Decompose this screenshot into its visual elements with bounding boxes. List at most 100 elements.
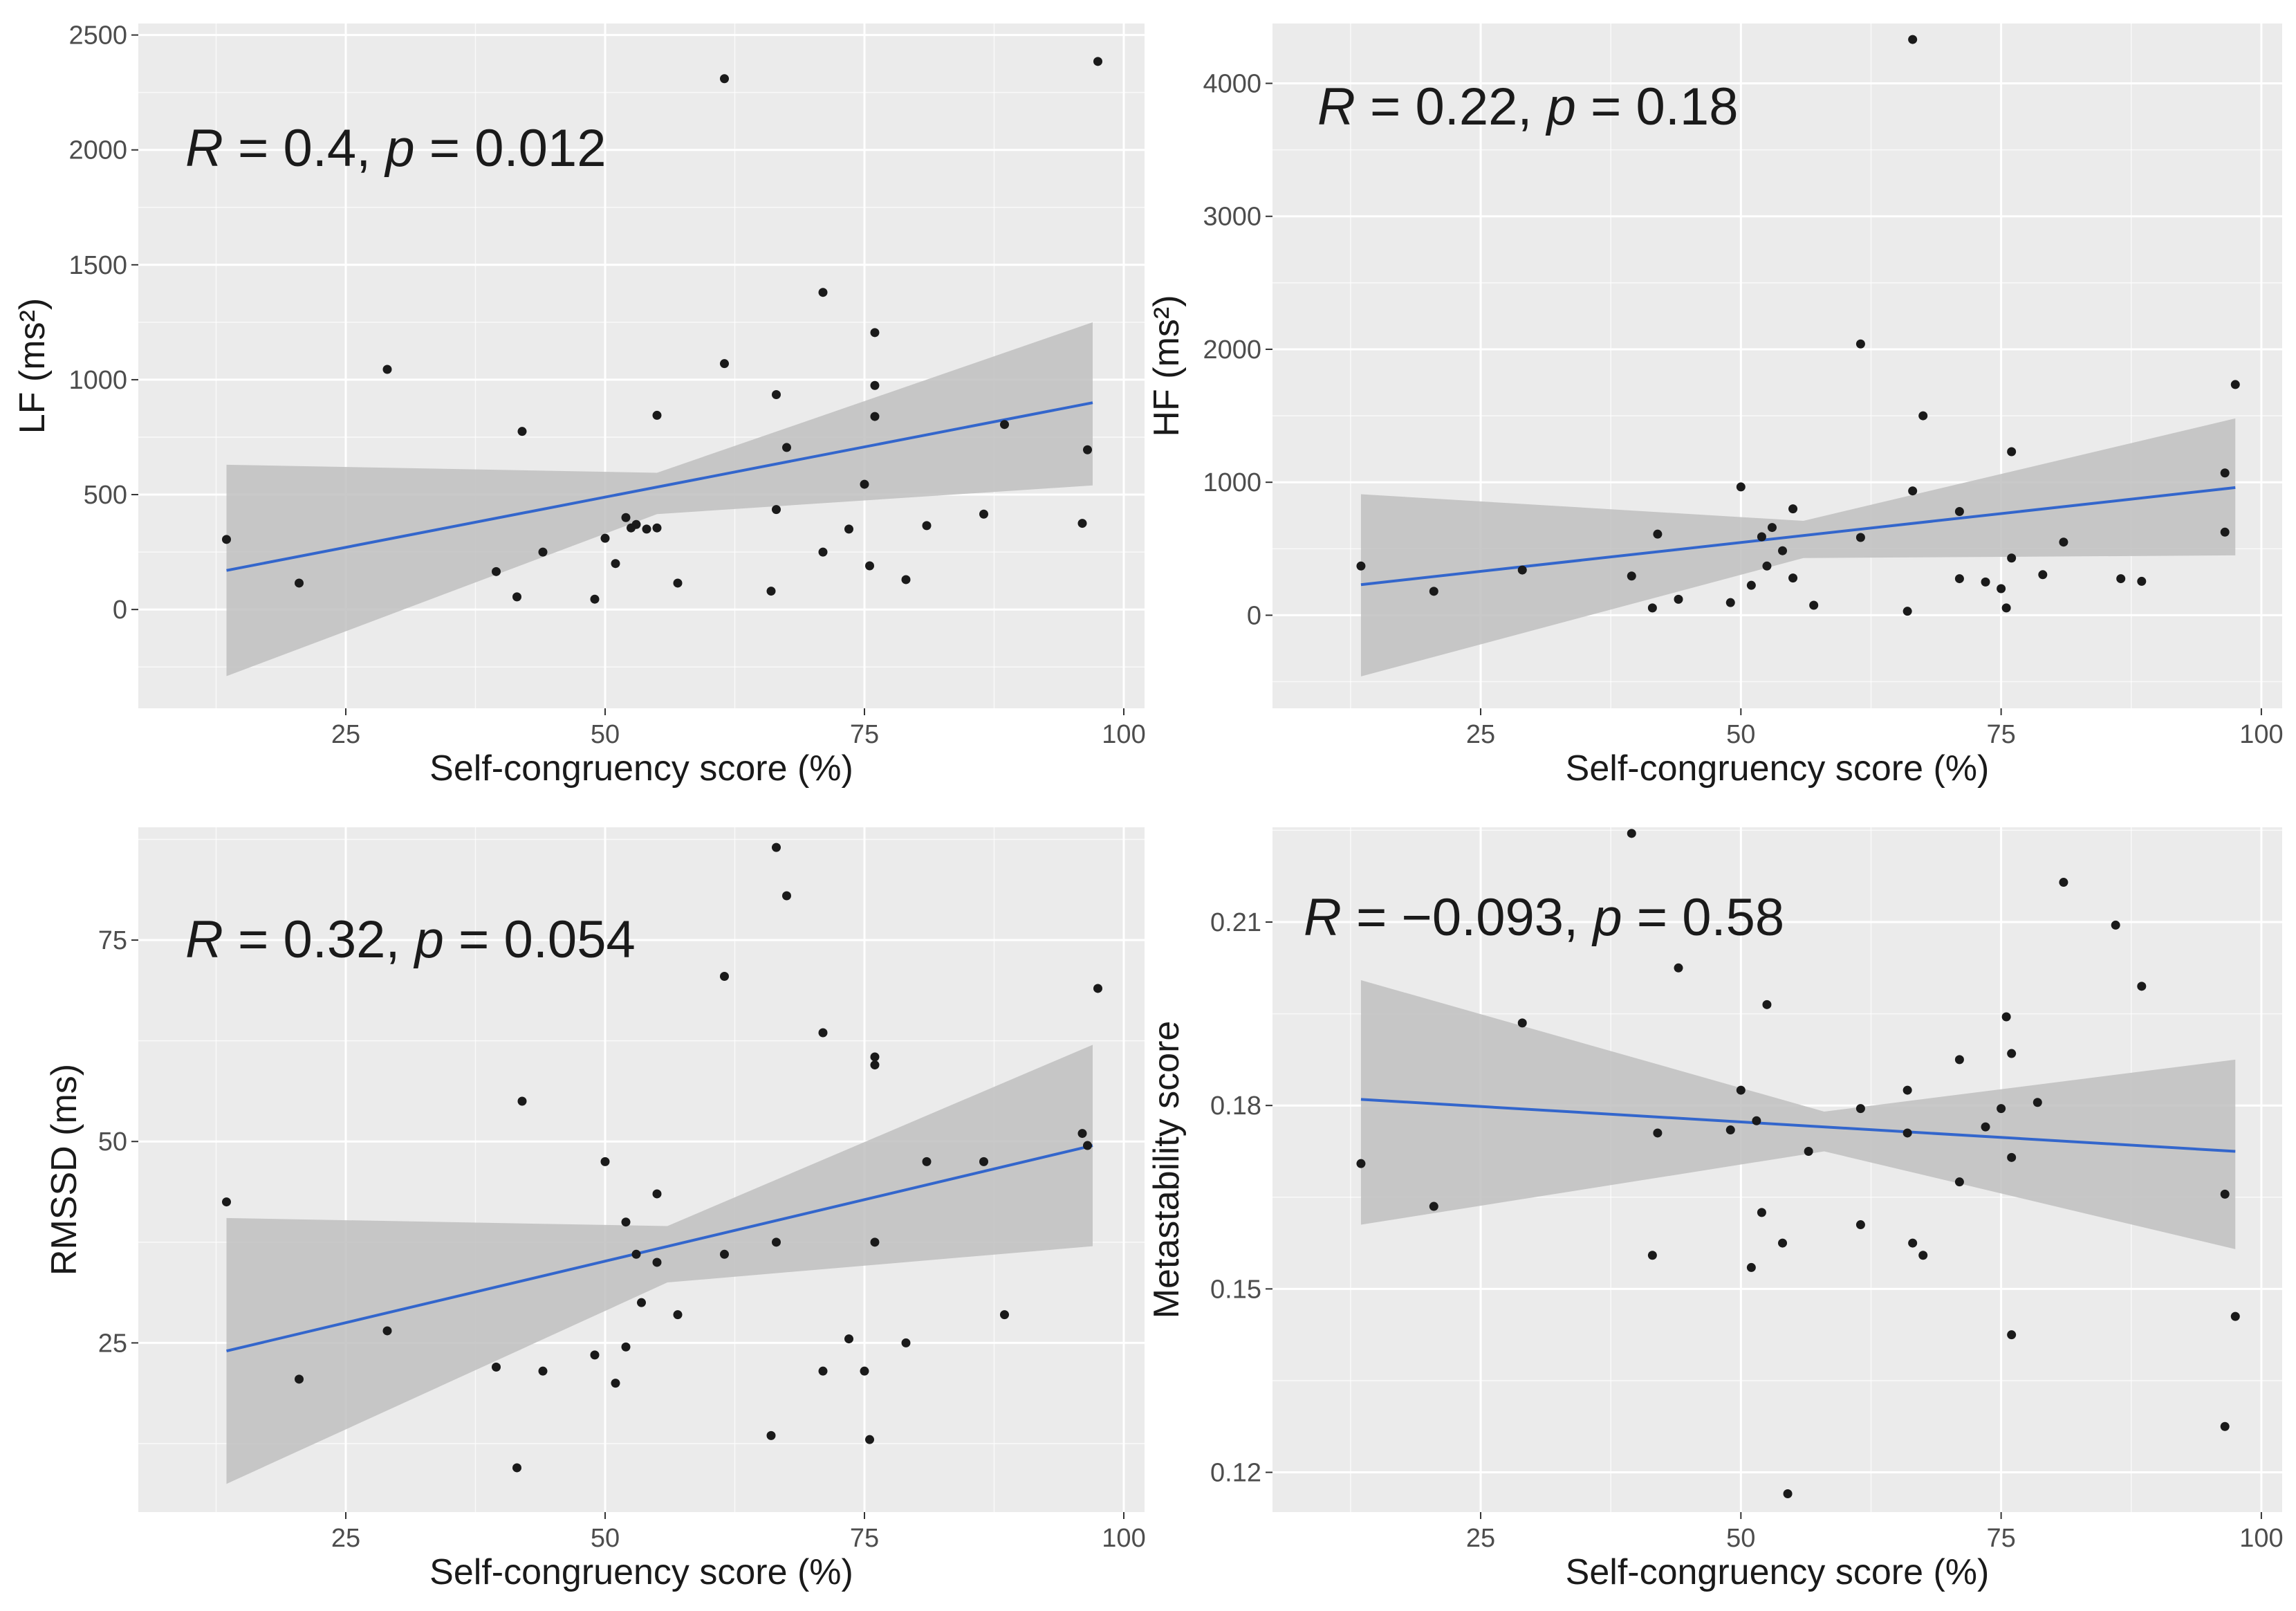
data-point <box>901 575 911 584</box>
data-point <box>600 533 610 543</box>
data-point <box>1997 584 2006 593</box>
y-tick-label: 2000 <box>1203 335 1261 365</box>
data-point <box>2007 553 2017 563</box>
chart-lf-svg: 25 50 75 100 0 500 1000 1500 2000 2500 Self-cong… <box>12 21 1146 789</box>
data-point <box>865 561 874 571</box>
data-point <box>382 365 392 374</box>
data-point <box>1997 1104 2006 1114</box>
data-point <box>1653 1128 1663 1138</box>
data-point <box>1918 1251 1928 1260</box>
data-point <box>621 1342 631 1352</box>
data-point <box>818 288 828 297</box>
data-point <box>2230 380 2240 389</box>
data-point <box>1647 1251 1657 1260</box>
y-tick-label: 3000 <box>1203 203 1261 232</box>
x-tick-labels: 25 50 75 100 <box>1466 1512 2284 1553</box>
data-point <box>1981 577 1990 587</box>
ci-band <box>226 322 1093 676</box>
data-point <box>1000 420 1009 430</box>
data-point <box>673 578 683 588</box>
confidence-band <box>1360 418 2236 676</box>
data-point <box>652 410 662 420</box>
data-point <box>1783 1489 1793 1498</box>
data-point <box>1757 532 1766 542</box>
data-point <box>2111 920 2120 930</box>
data-point <box>637 1298 646 1307</box>
p-symbol: p <box>414 910 444 969</box>
x-tick-label: 75 <box>850 720 879 749</box>
data-point <box>1918 411 1928 421</box>
data-point <box>1746 1262 1756 1272</box>
data-point <box>2220 1421 2230 1431</box>
x-axis-title: Self-congruency score (%) <box>429 1552 853 1592</box>
data-point <box>1356 1159 1366 1168</box>
r-symbol: R <box>1317 77 1355 136</box>
p-value: = 0.18 <box>1576 77 1739 136</box>
data-point <box>772 390 781 400</box>
regression-line <box>1360 1098 2236 1153</box>
fit-line <box>1360 1098 2236 1153</box>
data-point <box>860 1366 869 1376</box>
chart-rmssd-svg: 25 50 75 100 25 50 75 Self-congruency score (… <box>44 827 1146 1592</box>
data-point <box>1647 603 1657 613</box>
correlation-annotation: R = 0.32, p = 0.054 <box>185 910 636 969</box>
x-tick-label: 75 <box>1986 1524 2015 1553</box>
data-point <box>818 1366 828 1376</box>
data-point <box>600 1157 610 1166</box>
y-tick-label: 4000 <box>1203 70 1261 99</box>
data-point <box>512 592 521 602</box>
chart-metastability: 25 50 75 100 0.12 0.15 0.18 0.21 Self-congruen… <box>1147 804 2296 1608</box>
y-tick-label: 0.15 <box>1210 1275 1261 1304</box>
data-point <box>1736 482 1746 492</box>
data-point <box>1752 1116 1761 1125</box>
data-point <box>1762 1000 1772 1009</box>
data-point <box>2137 576 2147 586</box>
data-point <box>1517 1018 1527 1028</box>
data-point <box>1429 1202 1438 1211</box>
data-point <box>772 505 781 515</box>
x-tick-label: 25 <box>1466 1524 1495 1553</box>
data-point <box>2220 527 2230 537</box>
y-tick-label: 500 <box>84 481 127 510</box>
chart-hf-svg: 25 50 75 100 0 1000 2000 3000 4000 Self-congrue… <box>1147 24 2284 789</box>
data-points <box>1356 829 2240 1498</box>
data-point <box>2007 1152 2017 1162</box>
data-point <box>1725 598 1735 607</box>
r-symbol: R <box>185 119 223 178</box>
data-point <box>1757 1208 1766 1217</box>
data-point <box>222 1197 231 1207</box>
data-point <box>870 412 880 421</box>
data-point <box>818 1028 828 1038</box>
data-point <box>2116 574 2126 584</box>
data-point <box>870 1052 880 1062</box>
data-point <box>2059 878 2068 887</box>
y-tick-label: 2500 <box>68 21 127 50</box>
data-point <box>492 1362 501 1372</box>
p-value: = 0.012 <box>415 119 607 178</box>
data-point <box>538 1366 548 1376</box>
data-point <box>2059 537 2068 547</box>
data-point <box>652 1189 662 1199</box>
y-tick-label: 2000 <box>68 136 127 165</box>
x-tick-label: 75 <box>850 1524 879 1553</box>
data-point <box>1902 1085 1912 1095</box>
y-axis-title: HF (ms²) <box>1148 295 1187 436</box>
data-point <box>1954 1177 1964 1187</box>
data-points <box>222 57 1102 604</box>
data-point <box>922 521 932 531</box>
y-axis-title: RMSSD (ms) <box>44 1064 84 1276</box>
x-tick-label: 100 <box>1102 720 1145 749</box>
regression-line <box>226 401 1093 572</box>
data-point <box>1762 561 1772 571</box>
data-point <box>1902 607 1912 616</box>
data-point <box>1627 829 1636 838</box>
data-point <box>772 1237 781 1247</box>
data-point <box>2007 447 2017 457</box>
x-tick-labels: 25 50 75 100 <box>1466 708 2284 749</box>
regression-line <box>226 1144 1093 1353</box>
data-point <box>652 1258 662 1267</box>
ci-band <box>1360 979 2236 1249</box>
chart-hf: 25 50 75 100 0 1000 2000 3000 4000 Self-congrue… <box>1147 0 2296 804</box>
x-tick-label: 50 <box>1726 720 1755 749</box>
data-point <box>1855 1104 1865 1114</box>
